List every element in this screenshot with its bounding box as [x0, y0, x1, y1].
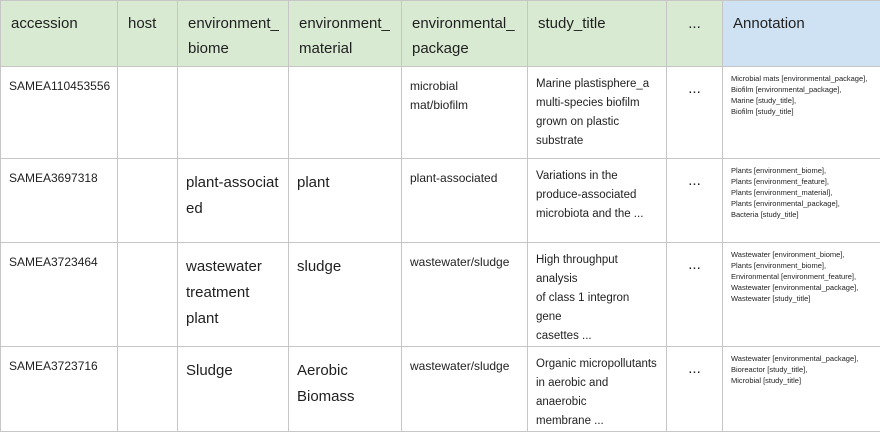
cell-annotation: Wastewater [environment_biome], Plants […	[723, 243, 880, 347]
table-row: SAMEA3697318 plant-associat ed plant pla…	[1, 159, 880, 243]
cell-accession: SAMEA3723716	[1, 347, 118, 432]
cell-environment-biome: Sludge	[178, 347, 289, 432]
header-host: host	[118, 1, 178, 67]
annotation-line: Wastewater [environmental_package],	[731, 353, 874, 364]
cell-host	[118, 67, 178, 159]
annotation-line: Wastewater [environmental_package],	[731, 282, 874, 293]
header-environmental-package: environmental_ package	[402, 1, 528, 67]
cell-accession: SAMEA3723464	[1, 243, 118, 347]
annotation-line: Microbial [study_title]	[731, 375, 874, 386]
cell-accession: SAMEA3697318	[1, 159, 118, 243]
annotation-line: Microbial mats [environmental_package],	[731, 73, 874, 84]
annotation-line: Bioreactor [study_title],	[731, 364, 874, 375]
cell-study-title: Variations in the produce-associated mic…	[528, 159, 667, 243]
header-accession: accession	[1, 1, 118, 67]
cell-environmental-package: wastewater/sludge	[402, 243, 528, 347]
cell-environment-biome: wastewater treatment plant	[178, 243, 289, 347]
table-row: SAMEA3723464 wastewater treatment plant …	[1, 243, 880, 347]
cell-ellipsis: ...	[667, 159, 723, 243]
cell-environmental-package: plant-associated	[402, 159, 528, 243]
cell-host	[118, 243, 178, 347]
cell-host	[118, 159, 178, 243]
annotation-line: Biofilm [environmental_package],	[731, 84, 874, 95]
annotation-line: Wastewater [environment_biome],	[731, 249, 874, 260]
annotation-line: Plants [environmental_package],	[731, 198, 874, 209]
cell-study-title: High throughput analysis of class 1 inte…	[528, 243, 667, 347]
annotation-line: Bacteria [study_title]	[731, 209, 874, 220]
cell-environment-biome: plant-associat ed	[178, 159, 289, 243]
cell-ellipsis: ...	[667, 243, 723, 347]
cell-environment-material: sludge	[289, 243, 402, 347]
header-annotation: Annotation	[723, 1, 880, 67]
cell-annotation: Plants [environment_biome], Plants [envi…	[723, 159, 880, 243]
cell-environment-material	[289, 67, 402, 159]
annotation-line: Plants [environment_feature],	[731, 176, 874, 187]
header-environment-material: environment_ material	[289, 1, 402, 67]
header-row: accession host environment_ biome enviro…	[1, 1, 880, 67]
annotation-line: Biofilm [study_title]	[731, 106, 874, 117]
cell-host	[118, 347, 178, 432]
cell-study-title: Marine plastisphere_a multi-species biof…	[528, 67, 667, 159]
cell-environment-material: Aerobic Biomass	[289, 347, 402, 432]
table-row: SAMEA3723716 Sludge Aerobic Biomass wast…	[1, 347, 880, 432]
cell-annotation: Microbial mats [environmental_package], …	[723, 67, 880, 159]
header-ellipsis: ...	[667, 1, 723, 67]
cell-accession: SAMEA110453556	[1, 67, 118, 159]
header-environment-biome: environment_ biome	[178, 1, 289, 67]
cell-environment-material: plant	[289, 159, 402, 243]
cell-ellipsis: ...	[667, 67, 723, 159]
annotation-line: Plants [environment_biome],	[731, 165, 874, 176]
cell-ellipsis: ...	[667, 347, 723, 432]
cell-environmental-package: wastewater/sludge	[402, 347, 528, 432]
cell-environmental-package: microbial mat/biofilm	[402, 67, 528, 159]
annotation-line: Environmental [environment_feature],	[731, 271, 874, 282]
annotation-line: Wastewater [study_title]	[731, 293, 874, 304]
header-study-title: study_title	[528, 1, 667, 67]
annotation-line: Marine [study_title],	[731, 95, 874, 106]
cell-study-title: Organic micropollutants in aerobic and a…	[528, 347, 667, 432]
cell-environment-biome	[178, 67, 289, 159]
annotation-line: Plants [environment_biome],	[731, 260, 874, 271]
annotation-line: Plants [environment_material],	[731, 187, 874, 198]
cell-annotation: Wastewater [environmental_package], Bior…	[723, 347, 880, 432]
table-row: SAMEA110453556 microbial mat/biofilm Mar…	[1, 67, 880, 159]
